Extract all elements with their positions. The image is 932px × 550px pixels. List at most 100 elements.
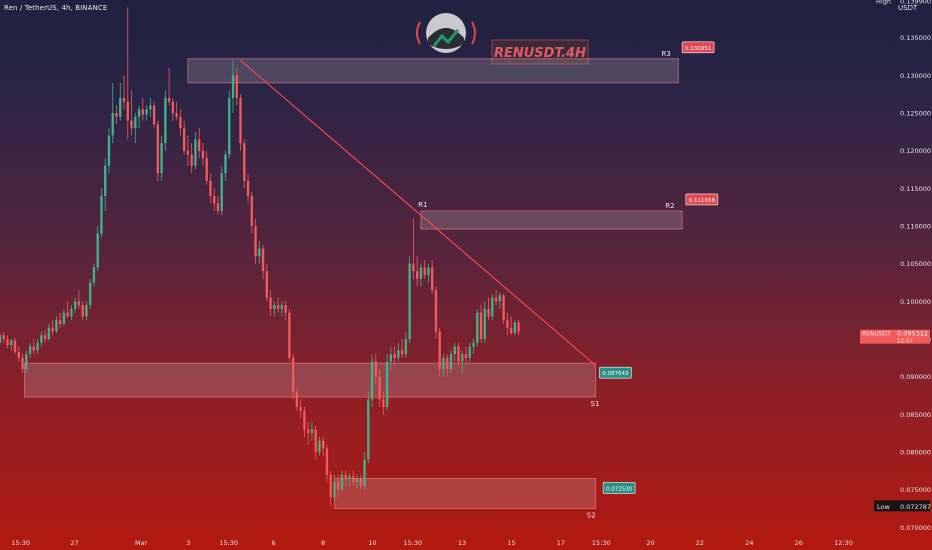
y-tick-label: 0.139900 [900,0,931,5]
candle-body [130,120,133,129]
candle-body [423,267,426,275]
candle-body [434,290,438,332]
candle-body [269,297,272,309]
candle-body [104,165,107,196]
y-tick-label: 0.125000 [900,110,931,118]
x-tick-label: 20 [646,539,654,547]
x-tick-label: 24 [745,539,753,547]
candle-body [224,154,227,174]
candle-body [288,312,291,358]
candle-body [408,263,411,340]
candle-body [243,143,246,181]
candle-body [513,322,517,334]
candle-body [265,271,268,298]
x-tick-label: Mar [135,539,148,547]
y-tick-label: 0.110000 [900,223,931,231]
zone-badge-r2 [685,193,719,206]
x-tick-label: 15 [507,539,515,547]
candle-body [472,342,475,347]
zone-label-s1: S1 [591,400,600,408]
symbol-title: Ren / TetherUS, 4h, BINANCE [4,4,108,12]
candle-body [10,340,13,346]
candle-body [382,399,385,407]
candle-body [250,195,253,227]
candle-body [209,180,212,196]
zone-label-r3: R3 [661,50,670,58]
candle-body [28,346,32,355]
candle-body [333,482,336,498]
zone-s2 [334,478,597,509]
candle-body [58,320,62,324]
candle-body [175,113,178,117]
candle-body [367,399,370,460]
candle-body [216,203,220,211]
x-tick-label: 3 [186,539,190,547]
y-tick-label: 0.090000 [900,373,931,381]
candle-body [13,340,17,352]
zone-badge-text-s2: 0.072530 [606,486,633,492]
candle-body [115,113,118,117]
candle-body [149,105,152,110]
candle-body [461,354,464,362]
candle-body [141,109,144,115]
low-label: Low [877,503,890,511]
candle-body [370,361,374,400]
candle-body [468,346,471,358]
candle-body [427,267,430,275]
candle-body [273,305,276,309]
candle-body [299,406,302,411]
candle-body [126,101,129,121]
candle-body [0,335,2,343]
candle-body [314,429,317,453]
candle-body [246,180,250,196]
candle-body [190,154,193,166]
candle-body [464,354,468,358]
y-tick-label: 0.085000 [900,411,931,419]
candle-body [295,391,299,407]
candle-body [66,312,69,317]
candle-body [36,342,39,351]
currency-label: USDT [898,4,918,12]
y-tick-label: 0.075000 [900,486,931,494]
high-label: High [876,0,891,5]
candle-body [491,297,494,317]
candle-body [25,354,28,370]
candle-body [137,109,141,117]
candle-body [476,312,479,343]
candle-body [404,339,408,355]
candle-body [40,335,43,343]
zone-badge-s1 [599,366,632,379]
candle-body [352,476,355,483]
candle-body [32,346,35,351]
y-tick-label: 0.070000 [900,524,931,532]
current-value: 0.095312 [897,330,928,338]
r1-label: R1 [418,201,427,209]
current-price-box [860,329,930,344]
candle-body [167,97,171,102]
x-tick-label: 27 [70,539,78,547]
candle-body [254,226,257,257]
candle-body [134,116,137,129]
y-tick-label: 0.080000 [900,449,931,457]
candle-body [164,97,167,144]
candle-body [348,476,351,479]
candle-body [419,267,423,279]
zone-label-r2: R2 [665,202,674,210]
title-box [491,39,589,65]
candle-body [487,308,490,317]
candle-body [85,305,88,317]
x-tick-label: 6 [272,539,276,547]
candle-body [62,312,66,324]
candle-body [17,351,20,358]
x-tick-label: 15:30 [219,539,238,547]
chart-title: RENUSDT.4H [494,46,586,61]
candle-body [100,195,103,234]
candle-body [201,150,205,159]
candle-body [122,97,126,102]
candle-body [303,410,306,430]
x-tick-label: 12:30 [834,539,853,547]
zone-r2 [420,210,683,230]
candle-body [385,361,389,407]
